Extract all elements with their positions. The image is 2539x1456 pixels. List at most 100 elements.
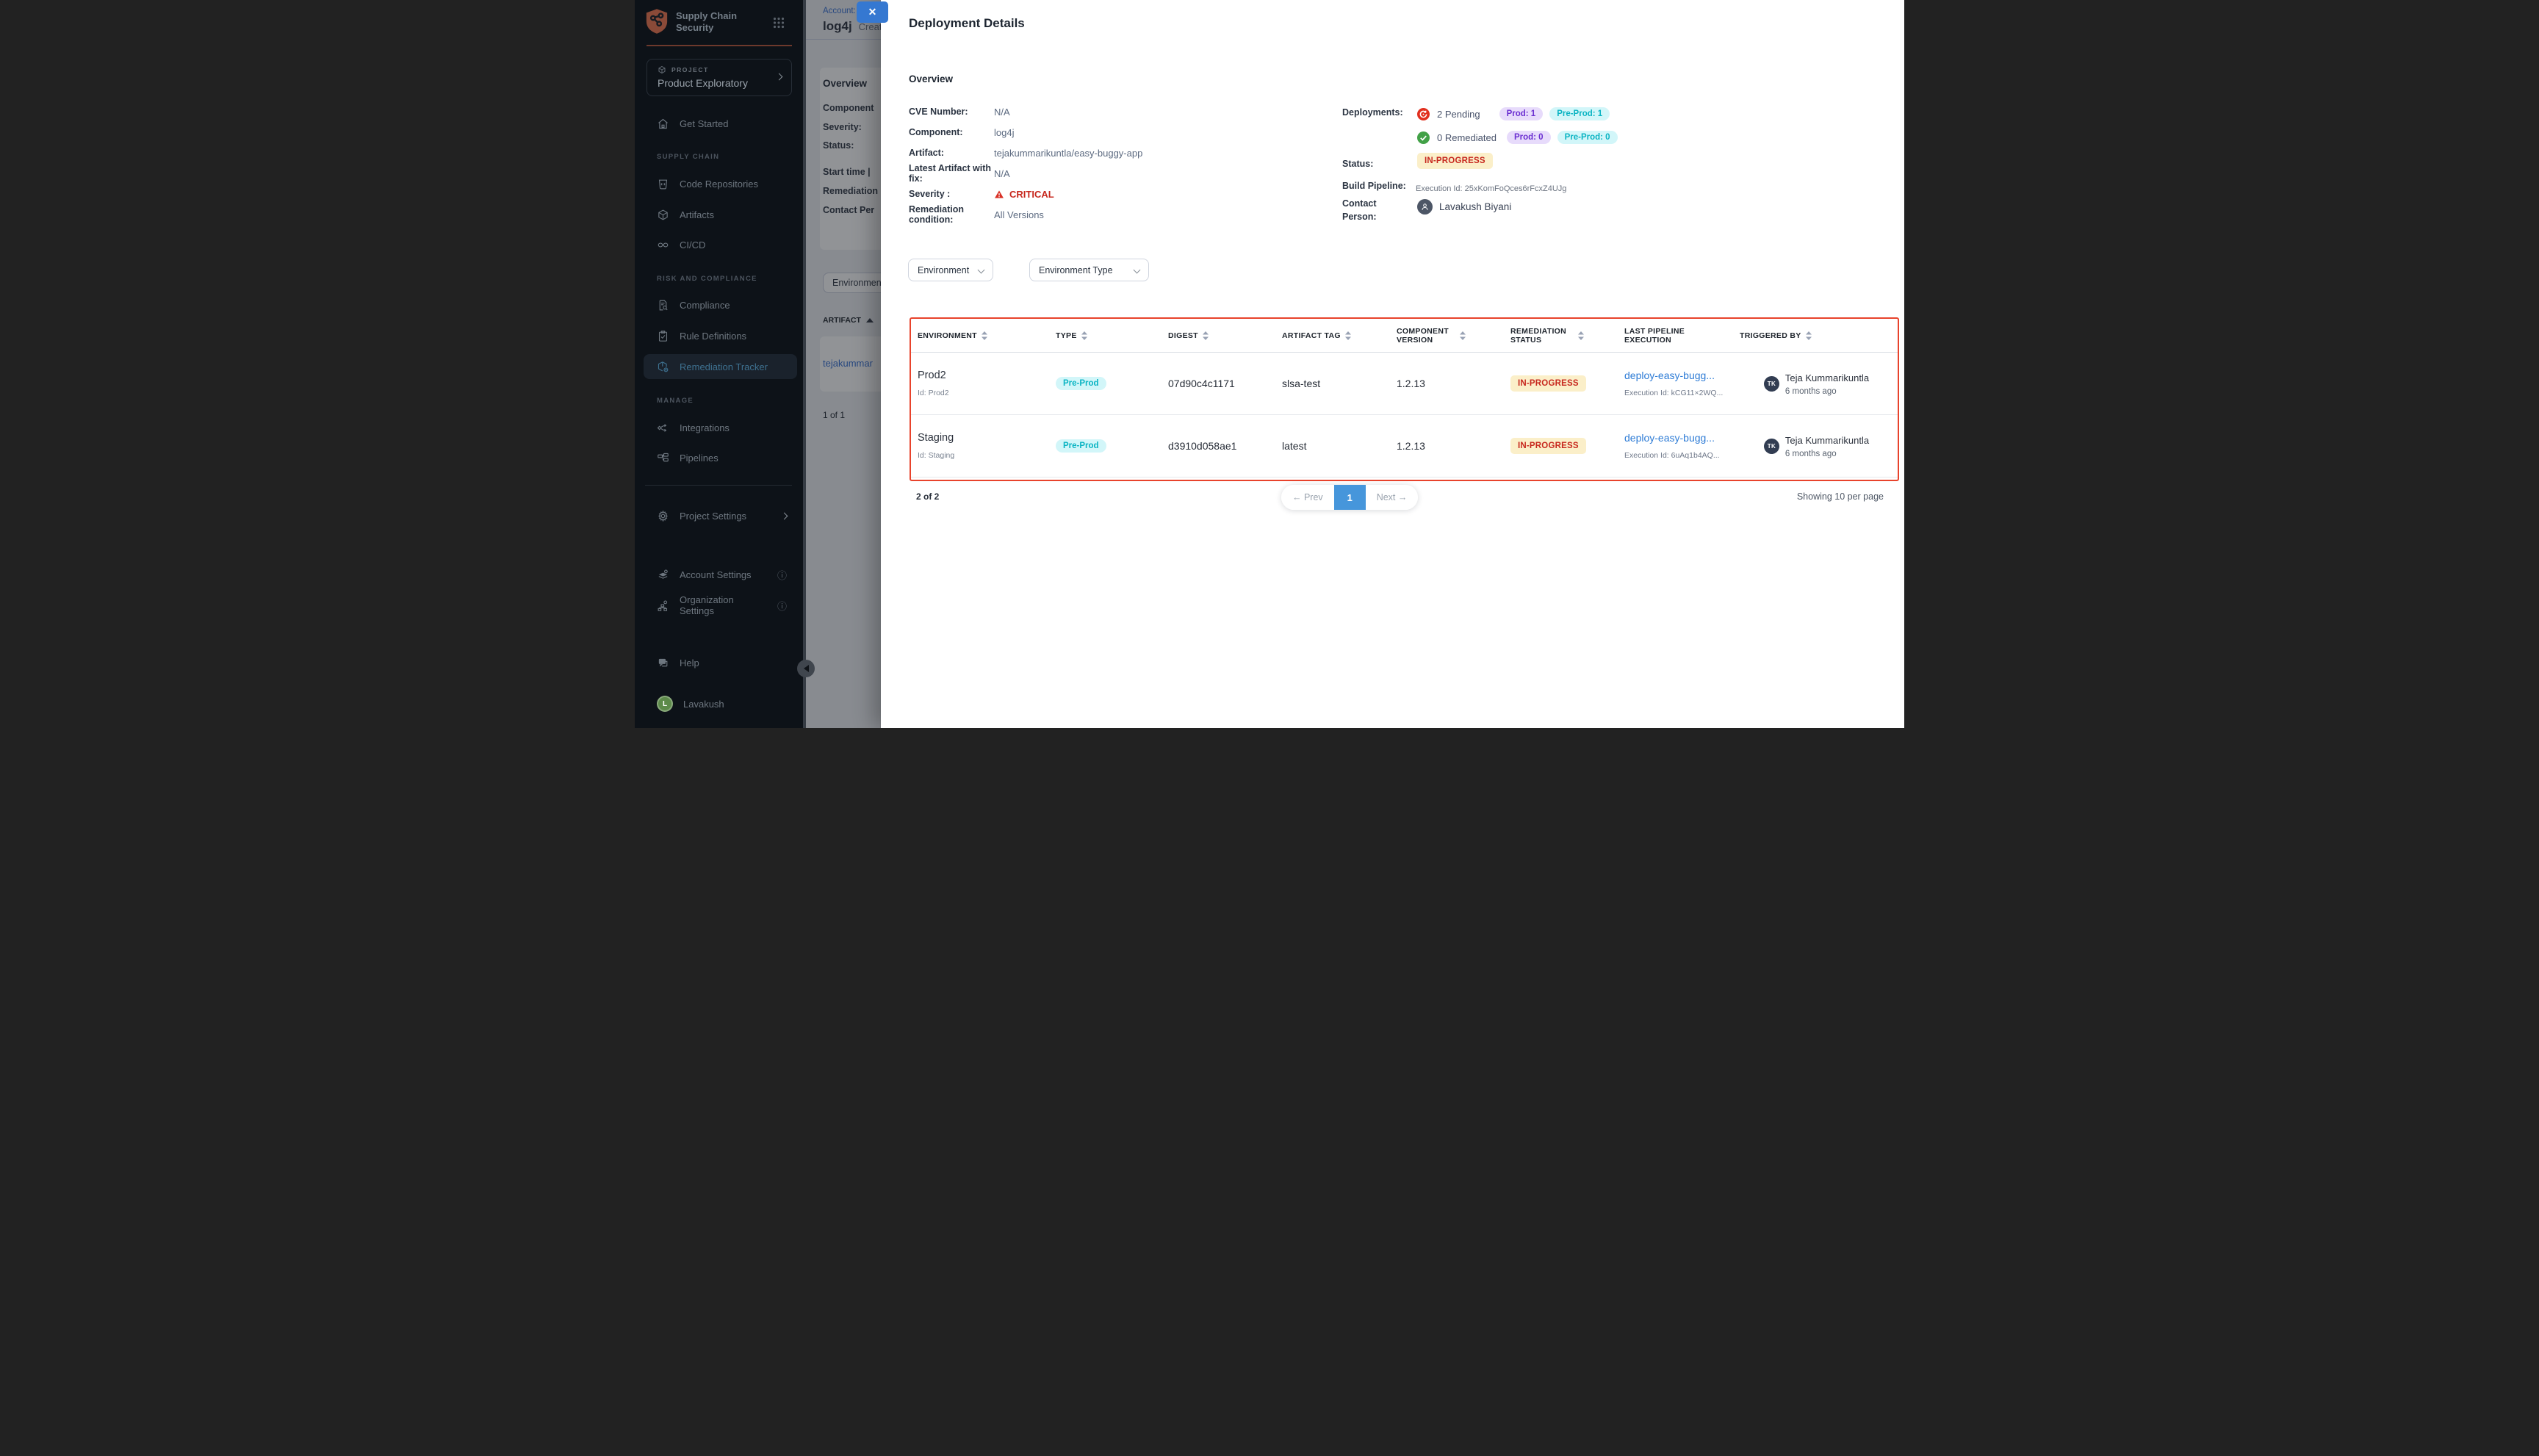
prev-page-button[interactable]: ← Prev: [1281, 485, 1334, 510]
table-header-row: ENVIRONMENT TYPE DIGEST ARTIFACT TAG COM…: [911, 319, 1898, 353]
page-1-button[interactable]: 1: [1333, 485, 1366, 510]
field-label: Component:: [909, 127, 963, 137]
sidebar-item-help[interactable]: ? Help: [644, 650, 797, 675]
artifact-column-header[interactable]: ARTIFACT: [823, 316, 874, 325]
app-grid-icon[interactable]: [773, 17, 785, 29]
user-name: Lavakush: [683, 698, 724, 710]
page-count: 1 of 1: [823, 410, 846, 420]
chevron-down-icon: [1133, 266, 1141, 274]
project-box-icon: [658, 65, 666, 74]
triggered-time: 6 months ago: [1784, 386, 1837, 396]
pending-deployments-row: 2 Pending Prod: 1 Pre-Prod: 1: [1417, 104, 1610, 123]
sidebar-item-rule-definitions[interactable]: Rule Definitions: [644, 323, 797, 348]
sidebar-item-artifacts[interactable]: Artifacts: [644, 202, 797, 227]
project-selector[interactable]: PROJECT Product Exploratory: [647, 59, 792, 96]
tab-overview[interactable]: Overview: [823, 78, 868, 89]
sidebar-section-manage: MANAGE: [657, 397, 694, 405]
deployment-details-drawer: ✕ Deployment Details Overview CVE Number…: [857, 0, 1904, 728]
environment-type-badge: Pre-Prod: [1056, 377, 1106, 390]
column-header-remediation-status[interactable]: REMEDIATION STATUS: [1504, 319, 1618, 352]
sidebar-item-get-started[interactable]: Get Started: [644, 111, 797, 136]
collapse-arrow-icon: [803, 665, 809, 672]
background-card: [820, 68, 881, 250]
field-value: N/A: [994, 106, 1010, 118]
sidebar-item-label: Organization Settings: [680, 594, 734, 616]
remediated-check-icon: [1417, 131, 1430, 144]
project-name: Product Exploratory: [658, 77, 748, 89]
sort-icon: [1805, 331, 1812, 340]
column-header-component-version[interactable]: COMPONENT VERSION: [1390, 319, 1504, 352]
sidebar-item-organization-settings[interactable]: Organization Settings ⓘ: [644, 593, 797, 618]
field-label-contact: Contact Per: [823, 205, 875, 215]
column-header-environment[interactable]: ENVIRONMENT: [911, 319, 1049, 352]
table-row[interactable]: Prod2 Id: Prod2 Pre-Prod 07d90c4c1171 sls…: [911, 353, 1898, 415]
environment-filter-button[interactable]: Environment: [823, 273, 881, 293]
sort-icon: [1460, 331, 1466, 340]
sidebar-item-label: Remediation Tracker: [680, 361, 768, 372]
close-button[interactable]: ✕: [857, 1, 888, 23]
next-page-button[interactable]: Next →: [1365, 485, 1419, 510]
chevron-down-icon: [977, 266, 985, 274]
environment-id: Id: Staging: [918, 451, 955, 460]
pipeline-link[interactable]: deploy-easy-bugg...: [1624, 370, 1715, 381]
background-card: [820, 336, 881, 392]
user-avatar: TK: [1763, 438, 1779, 454]
component-version-value: 1.2.13: [1397, 440, 1425, 452]
pipeline-link[interactable]: deploy-easy-bugg...: [1624, 432, 1715, 444]
sidebar-item-label: Account Settings: [680, 569, 752, 580]
sidebar-item-project-settings[interactable]: Project Settings: [644, 503, 797, 528]
column-header-digest[interactable]: DIGEST: [1162, 319, 1275, 352]
field-label: Artifact:: [909, 148, 944, 158]
column-header-last-pipeline-execution[interactable]: LAST PIPELINE EXECUTION: [1624, 326, 1685, 345]
help-chat-icon: ?: [657, 657, 669, 669]
sidebar-item-code-repositories[interactable]: Code Repositories: [644, 171, 797, 196]
sidebar-item-remediation-tracker[interactable]: Remediation Tracker: [644, 354, 797, 379]
environment-name: Prod2: [918, 370, 946, 381]
column-header-triggered-by[interactable]: TRIGGERED BY: [1733, 319, 1898, 352]
remediated-deployments-row: 0 Remediated Prod: 0 Pre-Prod: 0: [1417, 128, 1618, 147]
field-label: CVE Number:: [909, 107, 968, 117]
brand-divider: [647, 45, 792, 46]
screen: Supply Chain Security PROJECT Product Ex…: [635, 0, 1904, 728]
sidebar-item-account-settings[interactable]: Account Settings ⓘ: [644, 562, 797, 587]
box-icon: [657, 209, 669, 221]
sidebar-item-pipelines[interactable]: Pipelines: [644, 445, 797, 470]
artifact-link[interactable]: tejakummar: [823, 358, 873, 369]
sidebar-user-menu[interactable]: L Lavakush: [644, 691, 797, 716]
info-icon[interactable]: ⓘ: [777, 570, 787, 582]
sidebar-scrollbar[interactable]: [803, 0, 806, 728]
sidebar-item-label: Integrations: [680, 422, 730, 433]
table-row[interactable]: Staging Id: Staging Pre-Prod d3910d058ae1…: [911, 415, 1898, 477]
field-label-status: Status:: [823, 140, 854, 151]
column-header-type[interactable]: TYPE: [1049, 319, 1162, 352]
column-header-artifact-tag[interactable]: ARTIFACT TAG: [1275, 319, 1390, 352]
digest-value: d3910d058ae1: [1168, 440, 1237, 452]
environment-filter-dropdown[interactable]: Environment: [908, 259, 993, 281]
sidebar-divider: [645, 485, 792, 486]
field-label: Remediation condition:: [909, 204, 965, 225]
sidebar-collapse-handle[interactable]: [797, 660, 815, 677]
execution-id: Execution Id: 6uAq1b4AQ...: [1624, 451, 1720, 460]
sidebar-item-label: Rule Definitions: [680, 330, 747, 342]
artifact-tag-value: slsa-test: [1282, 378, 1321, 389]
share-branch-icon: [657, 422, 669, 434]
status-badge: IN-PROGRESS: [1417, 153, 1493, 169]
environment-type-filter-dropdown[interactable]: Environment Type: [1029, 259, 1149, 281]
sidebar-item-integrations[interactable]: Integrations: [644, 415, 797, 440]
sidebar-item-label: Help: [680, 657, 699, 668]
box-tag-icon: [657, 361, 669, 373]
sidebar-item-cicd[interactable]: CI/CD: [644, 232, 797, 257]
sidebar-item-compliance[interactable]: Compliance: [644, 292, 797, 317]
prod-count-badge: Prod: 1: [1499, 107, 1544, 120]
component-version-value: 1.2.13: [1397, 378, 1425, 389]
home-icon: [657, 118, 669, 130]
overview-fields: CVE Number: N/A Component: log4j Artifac…: [909, 101, 1142, 226]
deployments-table: ENVIRONMENT TYPE DIGEST ARTIFACT TAG COM…: [910, 317, 1899, 481]
info-icon[interactable]: ⓘ: [777, 601, 787, 613]
environment-id: Id: Prod2: [918, 389, 949, 397]
app-logo: Supply Chain Security: [645, 8, 737, 35]
field-label-severity: Severity:: [823, 122, 862, 132]
sort-icon: [1344, 331, 1351, 340]
preprod-count-badge: Pre-Prod: 1: [1549, 107, 1610, 120]
contact-person-name: Lavakush Biyani: [1439, 201, 1512, 212]
